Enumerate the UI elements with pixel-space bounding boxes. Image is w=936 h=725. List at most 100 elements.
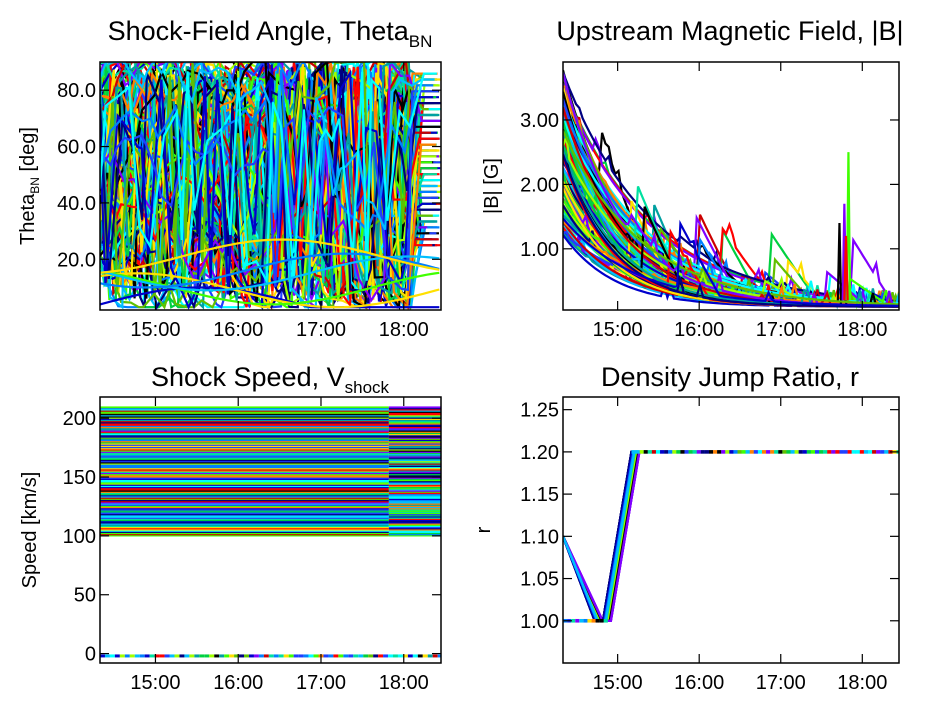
speed-band-late xyxy=(388,460,441,463)
density-base-segment xyxy=(571,618,576,623)
speed-zero-segment xyxy=(114,654,120,658)
speed-zero-segment xyxy=(109,654,115,658)
panel-bfield-ylabel: |B| [G] xyxy=(481,158,503,214)
speed-zero-segment xyxy=(293,654,299,658)
theta-series-line xyxy=(100,90,439,292)
theta-series-line xyxy=(100,64,439,309)
speed-band-late xyxy=(388,482,441,485)
density-plateau-segment xyxy=(790,450,795,454)
speed-band-late xyxy=(388,491,441,493)
density-plateau-segment xyxy=(635,450,640,454)
speed-band xyxy=(100,422,389,425)
speed-band xyxy=(100,459,389,462)
bfield-ytick-label: 1.00 xyxy=(520,239,559,261)
speed-band xyxy=(100,532,389,535)
speed-zero-segment xyxy=(100,654,105,658)
density-plateau-segment xyxy=(843,450,848,454)
speed-band-late xyxy=(388,428,441,431)
density-base-segment xyxy=(595,618,600,623)
speed-band-late xyxy=(388,467,441,470)
panel-density-title: Density Jump Ratio, r xyxy=(601,362,859,392)
speed-xtick-label: 18:00 xyxy=(379,672,429,694)
density-plateau-segment xyxy=(766,450,771,454)
speed-zero-segment xyxy=(407,654,413,658)
speed-band xyxy=(100,475,389,478)
panel-magnetic-field: Upstream Magnetic Field, |B| |B| [G] 15:… xyxy=(481,16,904,341)
bfield-axes: 15:00 16:00 17:00 18:00 1.00 2.00 3.00 xyxy=(520,62,899,341)
speed-zero-segment xyxy=(358,654,364,658)
speed-band-late xyxy=(388,472,441,475)
theta-ytick-label: 80.0 xyxy=(57,80,96,102)
speed-band xyxy=(100,480,389,483)
bfield-ytick-label: 2.00 xyxy=(520,174,559,196)
density-xtick-label: 17:00 xyxy=(756,672,806,694)
density-xtick-label: 16:00 xyxy=(674,672,724,694)
density-plateau-segment xyxy=(815,450,820,454)
speed-zero-segment xyxy=(402,654,408,658)
speed-zero-segment xyxy=(104,654,110,658)
speed-band-late xyxy=(388,417,441,419)
speed-band-late xyxy=(388,493,441,496)
speed-band-late xyxy=(388,457,441,459)
speed-zero-segment xyxy=(288,654,294,658)
speed-band-late xyxy=(388,427,441,430)
speed-band xyxy=(100,445,389,448)
density-ytick-label: 1.15 xyxy=(520,484,559,506)
theta-low-curve xyxy=(100,238,440,274)
speed-band xyxy=(100,534,389,537)
speed-band-late xyxy=(388,480,441,483)
density-plateau-segment xyxy=(839,450,844,454)
speed-ytick-label: 0 xyxy=(85,644,96,666)
theta-series-line xyxy=(100,62,429,293)
speed-zero-segment xyxy=(119,654,125,658)
speed-band xyxy=(100,494,389,497)
speed-band-late xyxy=(388,452,441,455)
density-plateau-segment xyxy=(872,450,877,454)
density-ytick-label: 1.05 xyxy=(520,569,559,591)
density-plateau-segment xyxy=(855,450,860,454)
speed-band-late xyxy=(388,413,441,416)
speed-zero-segment xyxy=(184,654,190,658)
density-plateau-segment xyxy=(717,450,722,454)
density-plateau-segment xyxy=(684,450,689,454)
density-series-line xyxy=(563,450,899,622)
speed-zero-segment xyxy=(258,654,264,658)
speed-ytick-label: 100 xyxy=(63,526,96,548)
speed-band xyxy=(100,418,389,420)
speed-band xyxy=(100,491,389,493)
speed-band xyxy=(100,497,389,499)
speed-band-late xyxy=(388,425,441,428)
speed-band-late xyxy=(388,431,441,433)
density-ytick-label: 1.00 xyxy=(520,611,559,633)
speed-band xyxy=(100,437,389,439)
speed-band-late xyxy=(388,429,441,432)
speed-band xyxy=(100,479,389,482)
speed-band xyxy=(100,441,389,444)
theta-ytick-label: 40.0 xyxy=(57,193,96,215)
speed-band xyxy=(100,455,389,458)
speed-band-late xyxy=(388,415,441,418)
theta-low-curve xyxy=(100,286,440,309)
speed-band-late xyxy=(388,433,441,436)
speed-zero-segment xyxy=(388,654,393,658)
speed-zero-segment xyxy=(328,654,334,658)
speed-band xyxy=(100,508,389,511)
bfield-xtick-label: 15:00 xyxy=(593,319,643,341)
speed-band-late xyxy=(388,461,441,464)
speed-band xyxy=(100,487,389,490)
speed-band-late xyxy=(388,505,441,508)
speed-band xyxy=(100,501,389,504)
speed-zero-segment xyxy=(437,654,441,658)
speed-band-late xyxy=(388,437,441,439)
speed-band xyxy=(100,502,389,505)
speed-band-late xyxy=(388,435,441,438)
density-plateau-segment xyxy=(745,450,750,454)
speed-band xyxy=(100,458,389,460)
speed-band-late xyxy=(388,507,441,510)
speed-zero-segment xyxy=(303,654,309,658)
speed-band xyxy=(100,461,389,464)
density-plateau-segment xyxy=(823,450,828,454)
density-plateau-segment xyxy=(704,450,709,454)
speed-zero-segment xyxy=(189,654,195,658)
